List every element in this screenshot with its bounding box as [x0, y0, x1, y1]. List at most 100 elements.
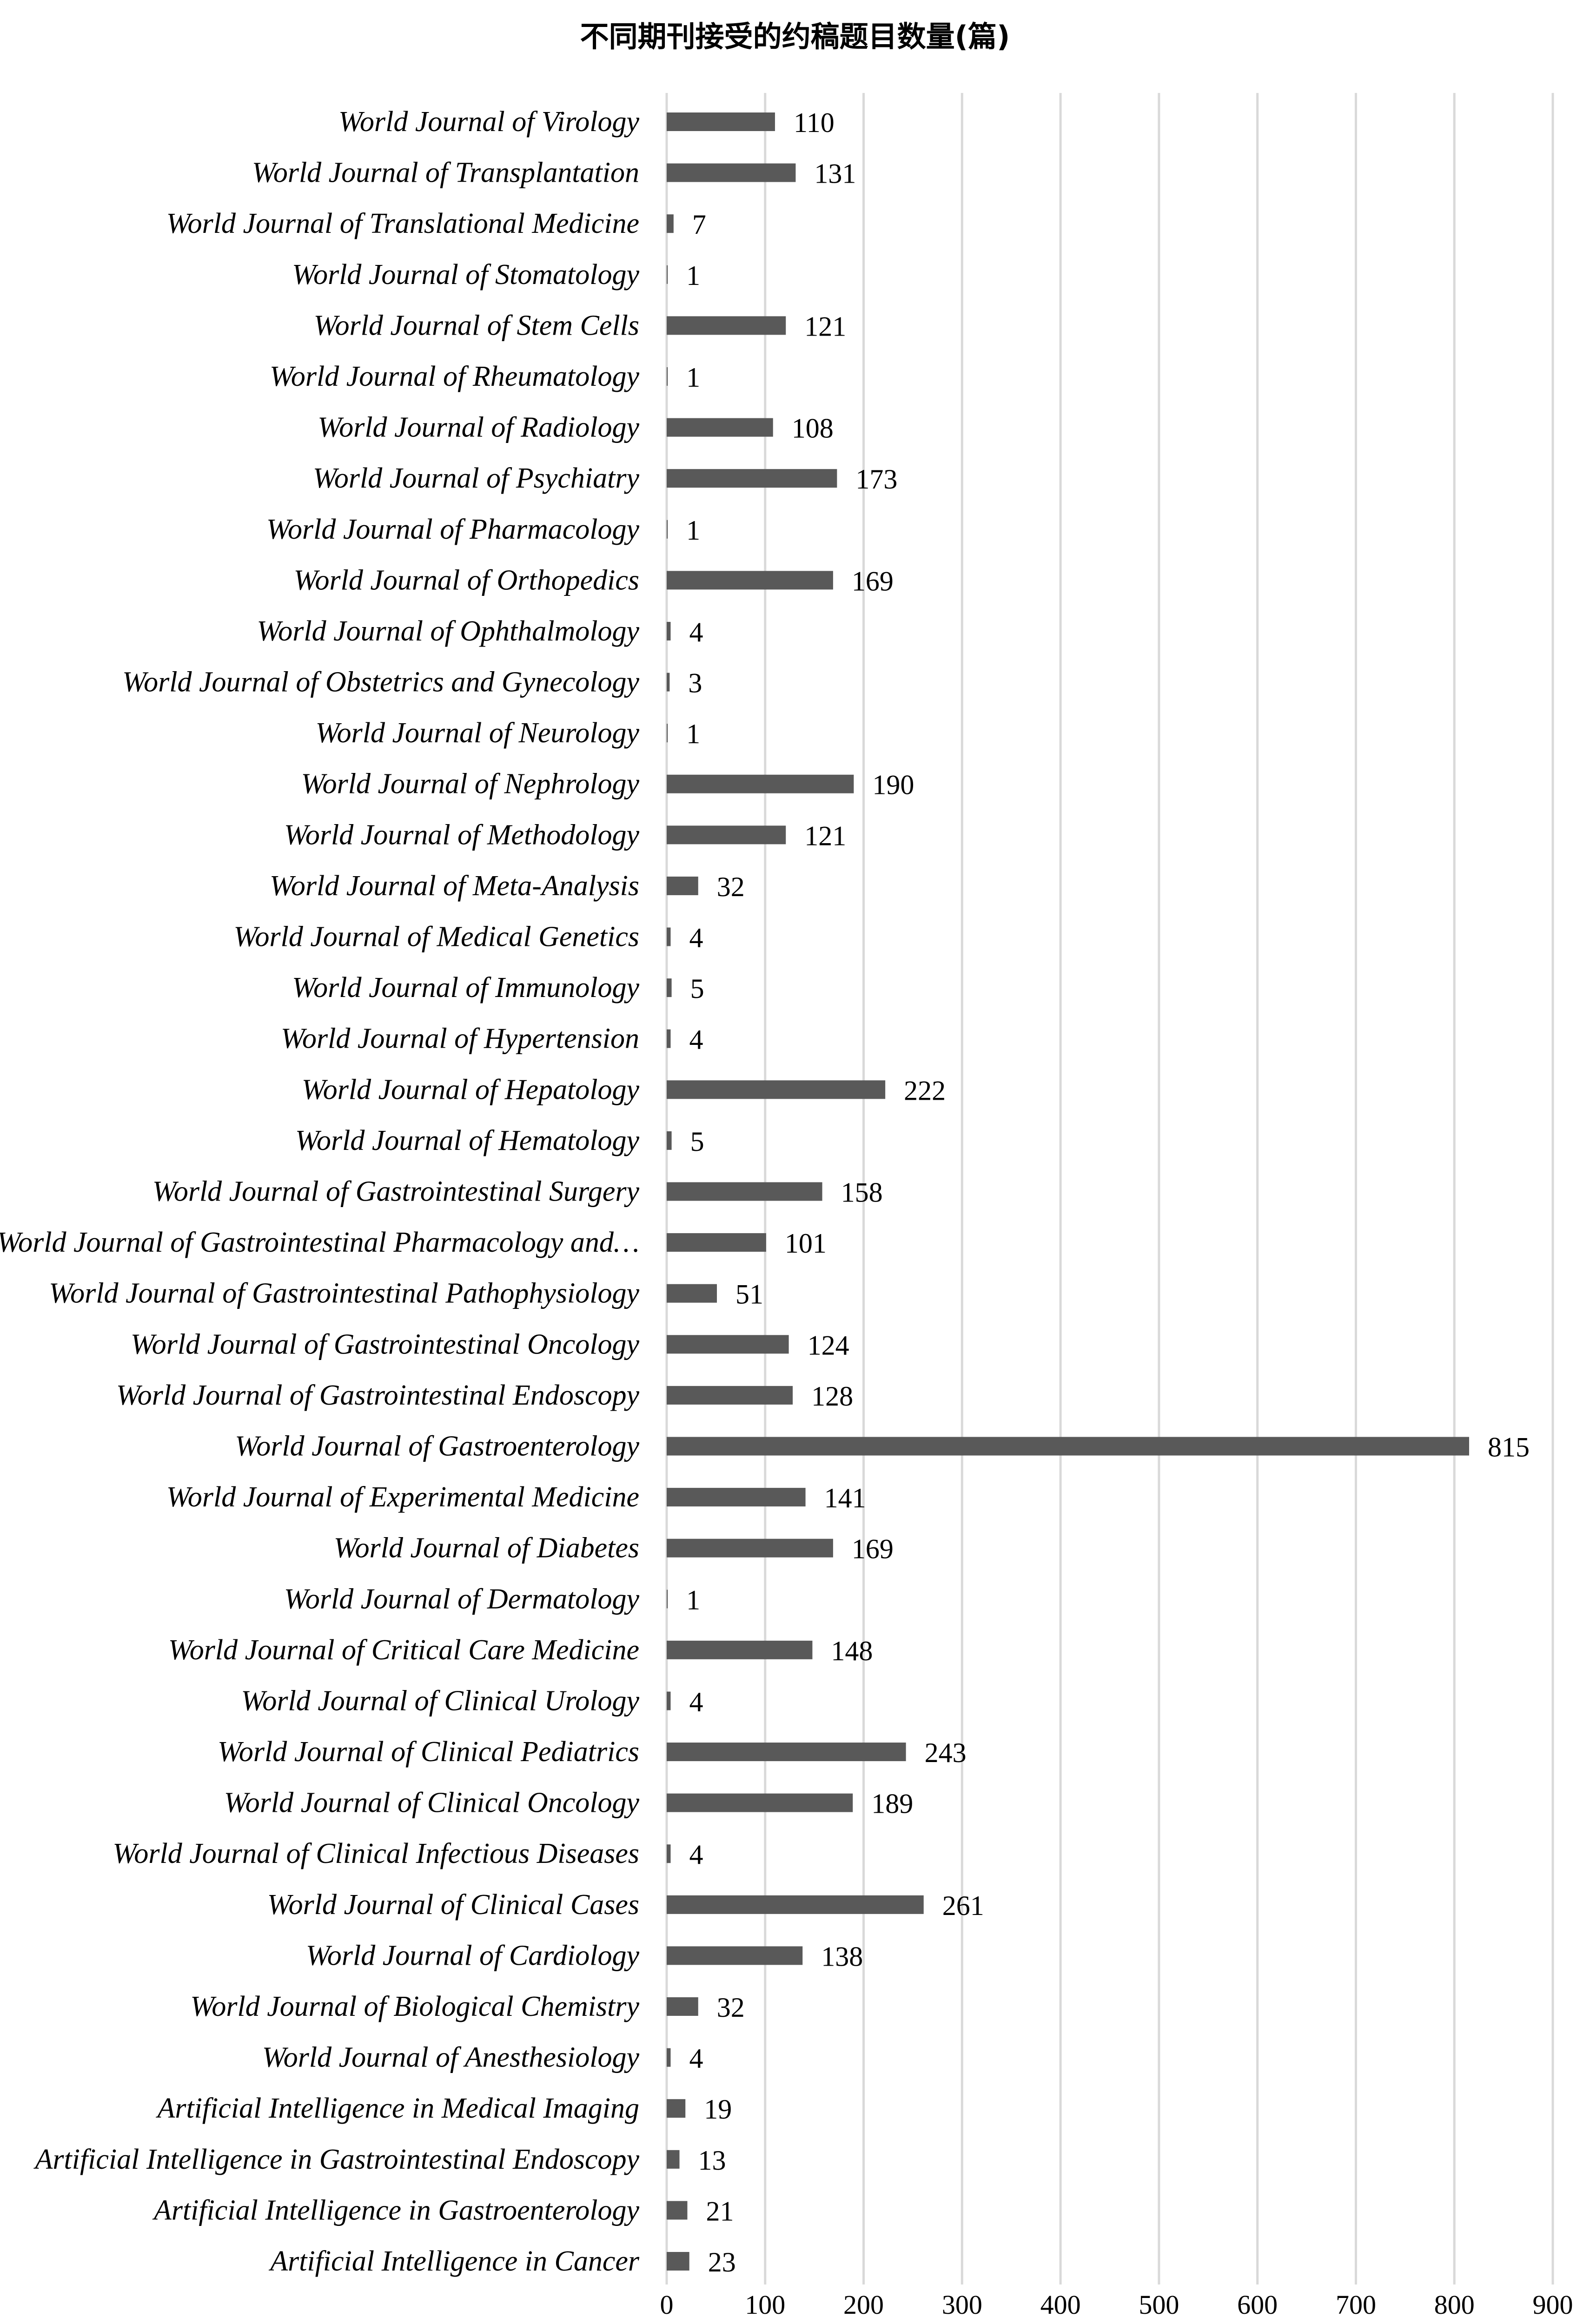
- bar: [667, 724, 668, 743]
- x-tick-label: 800: [1434, 2290, 1475, 2320]
- category-label: World Journal of Rheumatology: [270, 361, 640, 392]
- bar: [667, 1182, 822, 1201]
- data-label: 5: [690, 1126, 704, 1157]
- data-label: 158: [841, 1177, 883, 1208]
- data-label: 108: [792, 413, 834, 444]
- category-label: World Journal of Transplantation: [252, 157, 639, 189]
- data-label: 815: [1488, 1432, 1530, 1462]
- bar: [667, 367, 668, 386]
- category-label: World Journal of Gastrointestinal Oncolo…: [131, 1328, 640, 1360]
- category-label: World Journal of Biological Chemistry: [190, 1991, 639, 2022]
- data-label: 3: [688, 668, 702, 699]
- data-label: 4: [689, 1839, 703, 1870]
- category-label: World Journal of Clinical Urology: [241, 1685, 639, 1717]
- x-tick-label: 200: [843, 2290, 884, 2320]
- category-label: World Journal of Diabetes: [334, 1532, 639, 1564]
- bar: [667, 1844, 671, 1863]
- bar: [667, 571, 833, 590]
- bar: [667, 2048, 671, 2067]
- data-label: 169: [852, 566, 894, 596]
- category-label: World Journal of Obstetrics and Gynecolo…: [122, 667, 639, 698]
- category-label: World Journal of Experimental Medicine: [166, 1481, 639, 1513]
- category-label: Artificial Intelligence in Gastrointesti…: [33, 2144, 640, 2175]
- bar: [667, 265, 668, 284]
- bar: [667, 825, 786, 845]
- x-tick-label: 900: [1533, 2290, 1573, 2320]
- bar: [667, 1640, 813, 1659]
- category-label: World Journal of Dermatology: [284, 1583, 640, 1615]
- data-label: 190: [872, 770, 914, 800]
- bar: [667, 163, 796, 182]
- bar: [667, 1946, 803, 1965]
- category-label: World Journal of Gastrointestinal Endosc…: [116, 1380, 640, 1411]
- bar: [667, 2099, 686, 2118]
- bar: [667, 1284, 717, 1303]
- bar: [667, 1131, 672, 1150]
- data-label: 261: [942, 1890, 984, 1921]
- category-label: World Journal of Clinical Infectious Dis…: [113, 1838, 639, 1869]
- data-label: 243: [925, 1737, 967, 1768]
- category-label: World Journal of Hematology: [295, 1125, 639, 1156]
- bar: [667, 1691, 671, 1710]
- data-label: 32: [717, 1992, 745, 2023]
- data-label: 141: [824, 1483, 866, 1513]
- category-label: World Journal of Pharmacology: [266, 514, 639, 545]
- data-label: 169: [852, 1534, 894, 1565]
- bar: [667, 418, 773, 437]
- bar: [667, 2150, 680, 2169]
- x-tick-label: 100: [745, 2290, 785, 2320]
- bar: [667, 978, 672, 997]
- category-label: World Journal of Nephrology: [301, 768, 640, 800]
- bar: [667, 876, 698, 895]
- category-label: Artificial Intelligence in Medical Imagi…: [155, 2093, 639, 2124]
- bar: [667, 1743, 906, 1762]
- category-label: World Journal of Stomatology: [292, 259, 639, 290]
- bar: [667, 1590, 668, 1609]
- category-label: World Journal of Virology: [338, 106, 639, 138]
- bar: [667, 1488, 806, 1507]
- x-tick-label: 700: [1336, 2290, 1376, 2320]
- data-label: 110: [794, 107, 835, 138]
- data-label: 51: [735, 1279, 763, 1310]
- data-label: 5: [690, 973, 704, 1004]
- category-label: World Journal of Medical Genetics: [234, 921, 639, 953]
- bar: [667, 621, 671, 640]
- category-labels: World Journal of Virology World Journal o…: [0, 106, 640, 2277]
- data-label: 1: [686, 515, 700, 546]
- x-tick-label: 300: [942, 2290, 982, 2320]
- data-label: 32: [717, 872, 745, 902]
- category-label: World Journal of Radiology: [318, 412, 639, 443]
- data-label: 121: [804, 311, 846, 342]
- bar: [667, 469, 837, 488]
- bar: [667, 2201, 688, 2220]
- data-label: 128: [811, 1381, 853, 1412]
- data-label: 4: [689, 1686, 703, 1717]
- category-label: World Journal of Immunology: [292, 972, 639, 1004]
- x-tick-label: 0: [660, 2290, 674, 2320]
- data-label: 21: [706, 2196, 734, 2226]
- category-label: World Journal of Anesthesiology: [262, 2042, 640, 2073]
- bar: [667, 1997, 698, 2016]
- data-label: 222: [904, 1075, 946, 1106]
- data-label: 4: [689, 617, 703, 647]
- category-label: World Journal of Clinical Pediatrics: [218, 1736, 639, 1768]
- bar: [667, 927, 671, 946]
- chart-title: 不同期刊接受的约稿题目数量(篇): [580, 20, 1010, 53]
- category-label: World Journal of Translational Medicine: [166, 208, 639, 239]
- category-label: World Journal of Clinical Oncology: [224, 1787, 640, 1819]
- data-label: 1: [686, 719, 700, 749]
- data-label: 148: [831, 1636, 873, 1666]
- data-label: 121: [804, 820, 846, 851]
- category-label: World Journal of Hepatology: [302, 1074, 640, 1105]
- x-tick-label: 600: [1237, 2290, 1278, 2320]
- data-label: 7: [692, 209, 706, 240]
- x-tick-labels: 0 100 200 300 400 500 600 700 800 900: [660, 2290, 1573, 2320]
- category-label: World Journal of Orthopedics: [294, 564, 639, 596]
- bar: [667, 1895, 924, 1914]
- bar: [667, 1335, 789, 1354]
- category-label: World Journal of Stem Cells: [314, 310, 639, 341]
- category-label: World Journal of Methodology: [284, 819, 640, 851]
- bar: [667, 1233, 766, 1252]
- bar: [667, 520, 668, 539]
